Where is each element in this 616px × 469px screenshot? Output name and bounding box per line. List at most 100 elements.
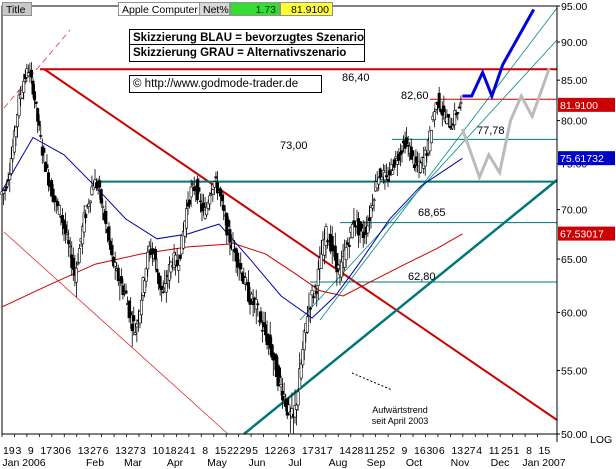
- y-tick-label: 50.00: [561, 429, 587, 441]
- price-bar-body: [68, 245, 72, 248]
- price-bar-body: [215, 182, 219, 194]
- y-axis-log-label: LOG: [590, 434, 612, 446]
- x-day-label: 30: [53, 445, 65, 457]
- x-day-label: 27: [90, 445, 102, 457]
- x-day-label: 15: [215, 445, 227, 457]
- price-bar-body: [231, 243, 235, 251]
- net-percent-label: Net%: [199, 2, 230, 16]
- x-day-label: 6: [65, 445, 71, 457]
- price-bar-body: [433, 111, 437, 121]
- price-bar-body: [37, 120, 41, 126]
- x-day-label: 13: [78, 445, 90, 457]
- x-day-label: 14: [339, 445, 351, 457]
- x-month-label: Apr: [167, 457, 184, 469]
- price-bar-body: [395, 160, 399, 165]
- price-bar-body: [90, 186, 94, 195]
- y-tick-label: 85.00: [561, 75, 587, 87]
- price-bar-body: [453, 110, 457, 126]
- x-day-label: 11: [364, 445, 375, 457]
- price-bar-body: [305, 316, 309, 333]
- y-tick-label: 70.00: [561, 205, 587, 217]
- x-day-label: 10: [152, 445, 164, 457]
- x-day-label: 9: [28, 445, 34, 457]
- price-bar-body: [316, 268, 320, 286]
- x-day-label: 25: [377, 445, 389, 457]
- price-bar-body: [101, 205, 105, 208]
- price-bar-body: [188, 199, 192, 205]
- price-bar-body: [336, 264, 340, 269]
- x-month-label: Jan 2007: [522, 457, 565, 469]
- price-bar-body: [388, 170, 392, 176]
- price-bar-body: [2, 190, 6, 194]
- price-bar-body: [380, 176, 384, 180]
- x-day-label: 15: [539, 445, 551, 457]
- x-day-label: 6: [103, 445, 109, 457]
- price-bar-body: [282, 393, 286, 397]
- price-bars: [0, 62, 463, 434]
- x-day-label: 17: [40, 445, 52, 457]
- price-bar-body: [350, 223, 354, 238]
- price-bar-body: [76, 262, 80, 265]
- price-bar-body: [208, 195, 212, 205]
- copyright-note: © http://www.godmode-trader.de: [129, 75, 322, 93]
- level-label-5: 62,80: [408, 271, 436, 283]
- x-day-label: 9: [402, 445, 408, 457]
- price-bar-body: [310, 290, 314, 296]
- price-bar-body: [437, 92, 441, 109]
- price-bar-body: [429, 130, 433, 144]
- price-bar-body: [352, 220, 356, 224]
- price-bar-body: [360, 223, 364, 229]
- price-bar-body: [313, 285, 317, 288]
- price-bar-body: [184, 208, 188, 229]
- price-bar-body: [347, 244, 351, 247]
- price-bar-body: [414, 156, 418, 164]
- level-label-4: 68,65: [418, 207, 446, 219]
- price-bar-body: [346, 242, 350, 245]
- net-percent-value: 1.73: [230, 2, 280, 16]
- price-bar-body: [456, 112, 460, 114]
- y-tick-label: 95.00: [561, 1, 587, 13]
- price-bar-body: [259, 311, 263, 323]
- price-bar-body: [135, 323, 139, 328]
- price-bar-body: [369, 207, 373, 218]
- price-bar-body: [104, 210, 108, 225]
- price-bar-body: [309, 307, 313, 310]
- lower-channel-line: [3, 231, 229, 435]
- x-day-label: 26: [277, 445, 289, 457]
- price-bar-body: [45, 164, 49, 169]
- level-label-1: 82,60: [401, 90, 429, 102]
- title-tab[interactable]: Title: [2, 2, 32, 16]
- price-bar-body: [220, 195, 224, 202]
- price-bar-body: [34, 101, 38, 104]
- legend-note-gray: Skizzierung GRAU = Alternativszenario: [129, 44, 365, 62]
- price-bar-body: [411, 150, 415, 157]
- level-label-3: 73,00: [280, 140, 308, 152]
- x-day-label: 16: [414, 445, 426, 457]
- x-day-label: 3: [15, 445, 21, 457]
- price-bar-body: [16, 113, 20, 128]
- price-bar-body: [36, 108, 40, 122]
- price-bar-body: [330, 235, 334, 252]
- x-day-label: 8: [526, 445, 532, 457]
- price-bar-body: [378, 168, 382, 178]
- price-bar-body: [107, 226, 111, 241]
- price-bar-body: [99, 189, 103, 204]
- price-bar-body: [250, 293, 254, 300]
- price-bar-body: [302, 330, 306, 351]
- price-bar-body: [98, 180, 102, 188]
- x-day-label: 22: [227, 445, 239, 457]
- x-month-label: Oct: [406, 457, 422, 469]
- price-bar-body: [150, 248, 154, 254]
- y-axis: 50.0055.0060.0065.0070.0075.0080.0085.00…: [556, 1, 615, 446]
- last-price-value: 81.9100: [280, 2, 333, 16]
- price-bar-body: [425, 153, 429, 156]
- price-bar-body: [386, 179, 390, 182]
- price-bar-body: [74, 267, 78, 283]
- price-bar-body: [326, 240, 330, 242]
- ma-red-tag-bg: [558, 226, 615, 241]
- x-month-label: Nov: [451, 457, 470, 469]
- price-bar-body: [130, 323, 134, 332]
- y-tick-label: 65.00: [561, 254, 587, 266]
- price-bar-body: [457, 106, 461, 109]
